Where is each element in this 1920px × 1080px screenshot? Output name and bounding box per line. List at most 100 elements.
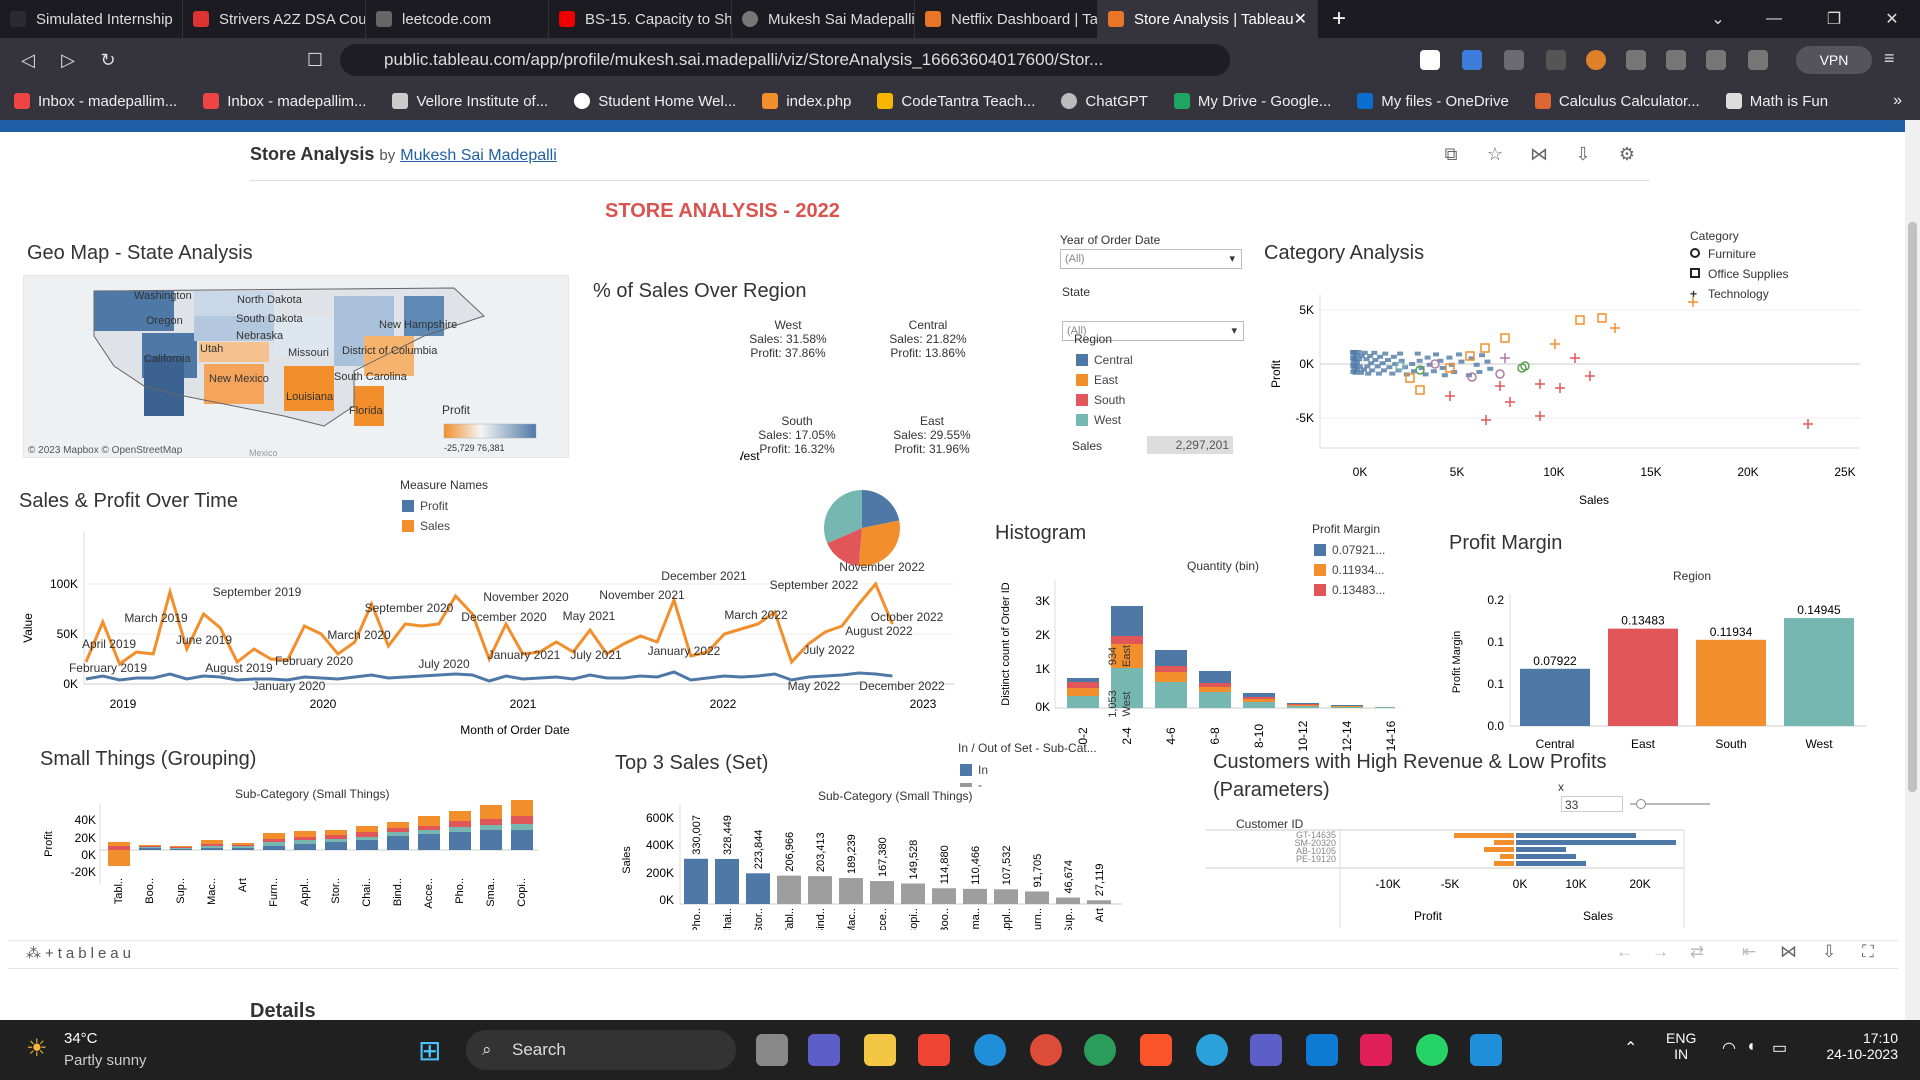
top3-legend-item[interactable]: - <box>960 778 988 792</box>
bookmark-item[interactable]: My Drive - Google... <box>1173 93 1331 110</box>
slack-icon[interactable] <box>1360 1034 1392 1066</box>
category-legend-item[interactable]: Furniture <box>1690 247 1789 267</box>
param-input[interactable]: 33 <box>1561 796 1623 812</box>
chrome-profile-icon[interactable] <box>1084 1034 1116 1066</box>
taskbar-search[interactable]: ⌕ Search <box>466 1030 736 1070</box>
share-icon[interactable]: ⋈ <box>1780 942 1797 961</box>
more-bookmarks-icon[interactable]: » <box>1893 92 1902 109</box>
vpn-button[interactable]: VPN <box>1796 46 1872 74</box>
puzzle-icon[interactable] <box>1626 50 1646 70</box>
close-tab-icon[interactable]: ✕ <box>1293 11 1307 28</box>
param-slider-handle[interactable] <box>1636 799 1646 809</box>
tab-youtube[interactable]: BS-15. Capacity to Ship Pac <box>549 0 732 38</box>
chevron-up-icon[interactable]: ⌃ <box>1624 1040 1638 1057</box>
year-filter-dropdown[interactable]: (All) <box>1060 249 1242 269</box>
extension-icon[interactable] <box>1504 50 1524 70</box>
tab-strivers[interactable]: Strivers A2Z DSA Course/Sh <box>183 0 366 38</box>
region-legend-item[interactable]: West <box>1076 410 1133 430</box>
extension-icon[interactable] <box>1586 50 1606 70</box>
meet-icon[interactable] <box>808 1034 840 1066</box>
scrollbar-thumb[interactable] <box>1908 222 1917 792</box>
language-indicator[interactable]: ENG IN <box>1666 1030 1696 1062</box>
histogram-legend-item[interactable]: 0.07921... <box>1314 540 1385 560</box>
tab-store-analysis[interactable]: Store Analysis | Tableau ✕ <box>1098 0 1318 38</box>
region-legend-item[interactable]: Central <box>1076 350 1133 370</box>
category-legend-item[interactable]: + Technology <box>1690 287 1789 307</box>
url-input[interactable]: public.tableau.com/app/profile/mukesh.sa… <box>340 44 1230 76</box>
category-legend-item[interactable]: Office Supplies <box>1690 267 1789 287</box>
redo-icon[interactable]: → <box>1652 942 1669 961</box>
state-filter-dropdown[interactable]: (All) <box>1062 321 1244 341</box>
wallet-icon[interactable] <box>1748 50 1768 70</box>
download-icon[interactable]: ⇩ <box>1575 144 1591 164</box>
close-window-icon[interactable]: ✕ <box>1885 11 1899 28</box>
forward-icon[interactable]: ▷ <box>61 49 75 70</box>
small-things-chart[interactable]: 40K 20K 0K -20K Profit Tabl.. Boo.. Sup.. M… <box>28 800 558 920</box>
clock[interactable]: 17:10 24-10-2023 <box>1818 1030 1898 1062</box>
minimize-icon[interactable]: — <box>1766 10 1782 27</box>
bookmark-item[interactable]: Math is Fun <box>1725 93 1828 110</box>
extension-icon[interactable] <box>1420 50 1440 70</box>
wifi-icon[interactable]: ◠ <box>1722 1040 1736 1057</box>
reload-icon[interactable]: ↻ <box>100 49 116 70</box>
task-view-icon[interactable] <box>756 1034 788 1066</box>
tab-simulated-internship[interactable]: Simulated Internship <box>0 0 183 38</box>
menu-icon[interactable]: ≡ <box>1884 48 1895 68</box>
tab-leetcode[interactable]: leetcode.com <box>366 0 549 38</box>
region-legend-item[interactable]: South <box>1076 390 1133 410</box>
vscode-icon[interactable] <box>1306 1034 1338 1066</box>
sidebar-icon[interactable] <box>1706 50 1726 70</box>
time-line-chart[interactable]: 100K 50K 0K Value 2019 2020 2021 2022 20… <box>14 532 974 882</box>
file-explorer-icon[interactable] <box>864 1034 896 1066</box>
tableau-logo[interactable]: ⁂+tableau <box>26 944 135 962</box>
back-to-start-icon[interactable]: ⇤ <box>1742 942 1757 961</box>
notes-icon[interactable] <box>1470 1034 1502 1066</box>
undo-icon[interactable]: ← <box>1616 942 1633 961</box>
favorite-star-icon[interactable]: ☆ <box>1486 144 1504 164</box>
telegram-icon[interactable] <box>1196 1034 1228 1066</box>
battery-icon[interactable]: ▭ <box>1772 1040 1788 1057</box>
histogram-chart[interactable]: 3K 2K 1K 0K Distinct count of Order ID 0… <box>995 572 1395 872</box>
bookmark-item[interactable]: Inbox - madepallim... <box>14 93 177 110</box>
region-legend-item[interactable]: East <box>1076 370 1133 390</box>
new-tab-icon[interactable]: + <box>1332 5 1347 32</box>
bookmark-item[interactable]: Inbox - madepallim... <box>203 93 366 110</box>
tab-profile[interactable]: Mukesh Sai Madepalli <box>732 0 915 38</box>
edge-icon[interactable] <box>974 1034 1006 1066</box>
fullscreen-icon[interactable]: ⛶ <box>1862 942 1874 961</box>
bookmark-item[interactable]: Calculus Calculator... <box>1534 93 1700 110</box>
whatsapp-icon[interactable] <box>1416 1034 1448 1066</box>
geo-map[interactable]: Washington North Dakota Oregon South Dak… <box>23 275 569 458</box>
param-slider-track[interactable] <box>1630 803 1710 805</box>
bookmark-item[interactable]: Vellore Institute of... <box>392 93 548 110</box>
bookmark-page-icon[interactable]: ☐ <box>306 49 324 70</box>
tab-netflix-dashboard[interactable]: Netflix Dashboard | Tableau <box>915 0 1098 38</box>
copy-icon[interactable]: ⧉ <box>1444 144 1458 164</box>
maximize-icon[interactable]: ❐ <box>1826 11 1842 28</box>
bookmark-item[interactable]: Student Home Wel... <box>574 93 736 110</box>
bookmark-item[interactable]: My files - OneDrive <box>1357 93 1509 110</box>
top3-legend-item[interactable]: In <box>960 760 988 780</box>
download-icon[interactable]: ⇩ <box>1822 942 1837 961</box>
page-scrollbar[interactable] <box>1905 120 1920 1020</box>
time-legend-item[interactable]: Sales <box>402 516 450 536</box>
share-icon[interactable]: ⋈ <box>1530 144 1548 164</box>
bookmark-item[interactable]: CodeTantra Teach... <box>877 93 1035 110</box>
music-icon[interactable] <box>1666 50 1686 70</box>
settings-icon[interactable]: ⚙ <box>1618 144 1636 164</box>
weather-icon[interactable]: ☀ <box>26 1035 48 1062</box>
pie-chart[interactable]: West <box>740 308 980 608</box>
weather-temp[interactable]: 34°C <box>64 1030 98 1047</box>
back-icon[interactable]: ◁ <box>21 49 35 70</box>
margin-bar-chart[interactable]: 0.2 0.1 0.1 0.0 Profit Margin 0.07922 Cen… <box>1446 588 1876 888</box>
revert-icon[interactable]: ⇄ <box>1690 942 1705 961</box>
start-icon[interactable]: ⊞ <box>418 1035 442 1066</box>
tab-list-icon[interactable]: ⌄ <box>1711 11 1725 28</box>
bookmark-item[interactable]: index.php <box>762 93 851 110</box>
store-icon[interactable] <box>918 1034 950 1066</box>
top3-bar-chart[interactable]: 600K 400K 200K 0K Sales 330,007 Pho.. 328,… <box>612 800 1132 930</box>
chrome-icon[interactable] <box>1030 1034 1062 1066</box>
author-link[interactable]: Mukesh Sai Madepalli <box>400 147 557 164</box>
teams-icon[interactable] <box>1250 1034 1282 1066</box>
